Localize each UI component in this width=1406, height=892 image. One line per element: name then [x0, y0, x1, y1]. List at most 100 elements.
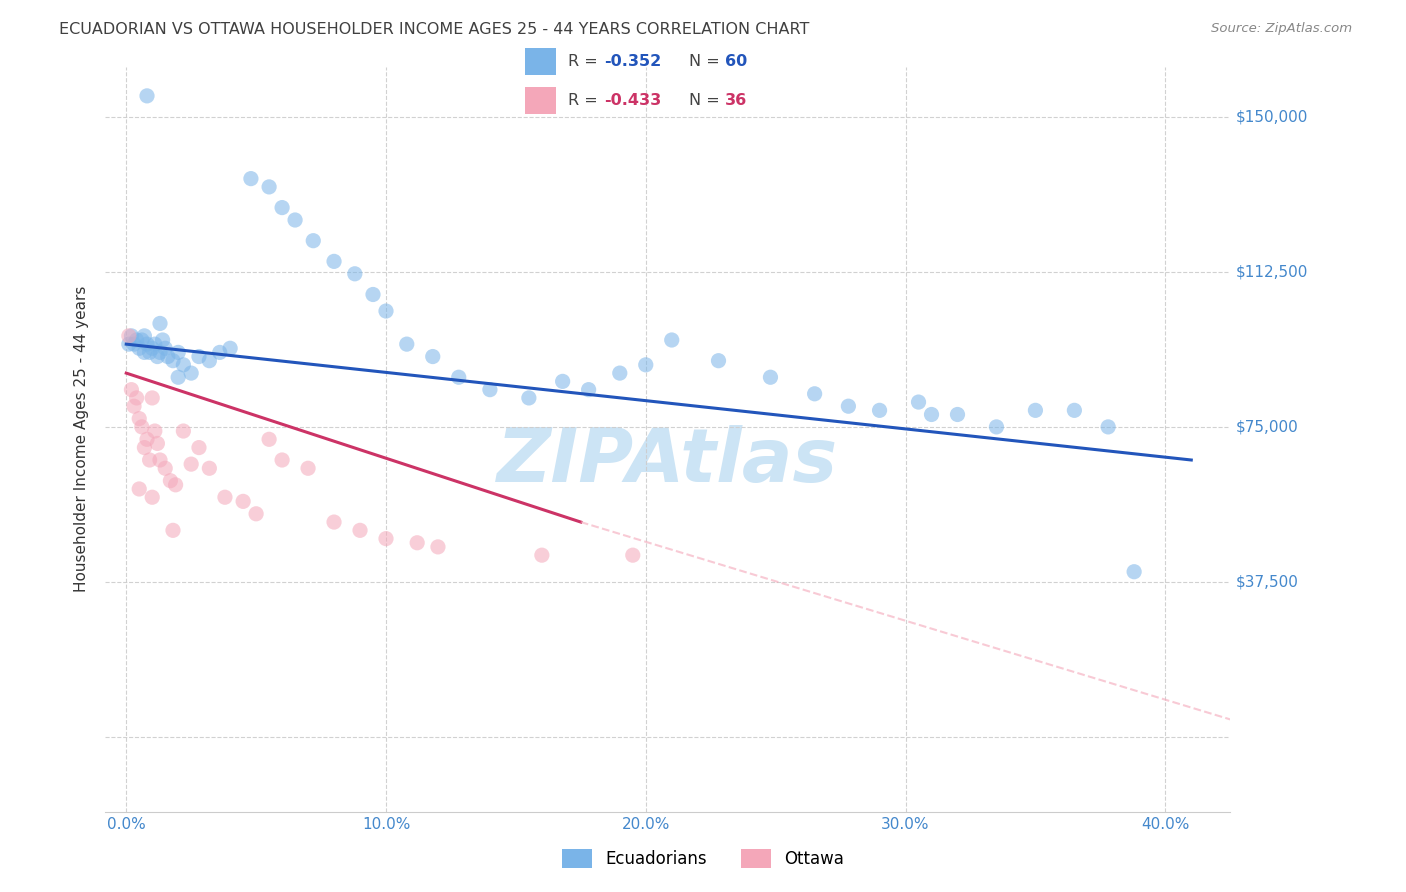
Text: Source: ZipAtlas.com: Source: ZipAtlas.com: [1212, 22, 1353, 36]
Point: [478, 383, 501, 397]
Point: [208, 345, 231, 359]
Point: [136, 433, 159, 447]
Point: [120, 329, 142, 343]
Point: [349, 524, 371, 538]
Point: [136, 88, 159, 103]
Point: [152, 333, 174, 347]
Text: -0.352: -0.352: [605, 54, 661, 69]
Point: [128, 341, 150, 355]
Point: [759, 370, 782, 384]
Point: [138, 453, 160, 467]
Point: [297, 461, 319, 475]
Point: [271, 201, 294, 215]
Point: [153, 461, 176, 475]
Point: [172, 424, 194, 438]
Point: [134, 441, 156, 455]
Text: ECUADORIAN VS OTTAWA HOUSEHOLDER INCOME AGES 25 - 44 YEARS CORRELATION CHART: ECUADORIAN VS OTTAWA HOUSEHOLDER INCOME …: [59, 22, 810, 37]
Point: [153, 341, 176, 355]
Point: [125, 391, 148, 405]
Point: [661, 333, 683, 347]
Point: [159, 474, 181, 488]
Text: N =: N =: [689, 54, 724, 69]
Point: [302, 234, 325, 248]
Point: [343, 267, 366, 281]
Point: [198, 353, 221, 368]
Text: 60: 60: [725, 54, 747, 69]
Text: 36: 36: [725, 93, 747, 108]
Point: [141, 341, 163, 355]
Point: [946, 408, 969, 422]
Point: [707, 353, 730, 368]
Point: [609, 366, 631, 380]
Point: [219, 341, 242, 355]
Point: [1123, 565, 1146, 579]
Point: [141, 490, 163, 504]
Point: [232, 494, 254, 508]
Point: [271, 453, 294, 467]
Point: [149, 317, 172, 331]
Point: [634, 358, 657, 372]
Point: [1024, 403, 1046, 417]
Point: [245, 507, 267, 521]
Point: [257, 180, 280, 194]
Point: [128, 482, 150, 496]
Point: [156, 350, 179, 364]
Point: [406, 535, 429, 549]
Point: [141, 391, 163, 405]
Point: [188, 441, 211, 455]
Point: [517, 391, 540, 405]
Point: [149, 345, 172, 359]
Point: [167, 370, 190, 384]
Text: -0.433: -0.433: [605, 93, 661, 108]
Point: [172, 358, 194, 372]
Point: [375, 532, 398, 546]
Point: [578, 383, 600, 397]
FancyBboxPatch shape: [526, 47, 555, 75]
Legend: Ecuadorians, Ottawa: Ecuadorians, Ottawa: [554, 840, 852, 877]
Point: [146, 350, 169, 364]
Point: [395, 337, 418, 351]
Point: [118, 329, 141, 343]
Point: [239, 171, 262, 186]
Text: R =: R =: [568, 93, 603, 108]
Point: [198, 461, 221, 475]
Point: [136, 337, 159, 351]
Point: [120, 383, 142, 397]
Text: ZIPAtlas: ZIPAtlas: [498, 425, 838, 498]
Point: [162, 353, 184, 368]
Point: [284, 213, 307, 227]
Point: [134, 345, 156, 359]
Point: [422, 350, 444, 364]
Text: R =: R =: [568, 54, 603, 69]
Point: [128, 411, 150, 425]
Point: [426, 540, 449, 554]
Point: [323, 515, 346, 529]
Point: [180, 366, 202, 380]
Point: [122, 399, 145, 413]
Point: [214, 490, 236, 504]
Point: [361, 287, 384, 301]
FancyBboxPatch shape: [526, 87, 555, 114]
Point: [921, 408, 943, 422]
Point: [621, 548, 644, 562]
Text: $150,000: $150,000: [1236, 109, 1308, 124]
Point: [1063, 403, 1085, 417]
Point: [180, 457, 202, 471]
Point: [530, 548, 553, 562]
Point: [447, 370, 470, 384]
Point: [907, 395, 929, 409]
Point: [188, 350, 211, 364]
Point: [131, 420, 153, 434]
Text: $112,500: $112,500: [1236, 264, 1308, 279]
Point: [134, 329, 156, 343]
Y-axis label: Householder Income Ages 25 - 44 years: Householder Income Ages 25 - 44 years: [75, 286, 90, 592]
Text: $37,500: $37,500: [1236, 574, 1299, 590]
Point: [122, 337, 145, 351]
Point: [551, 375, 574, 389]
Point: [803, 386, 825, 401]
Point: [257, 433, 280, 447]
Point: [143, 424, 166, 438]
Point: [837, 399, 859, 413]
Text: N =: N =: [689, 93, 724, 108]
Point: [146, 436, 169, 450]
